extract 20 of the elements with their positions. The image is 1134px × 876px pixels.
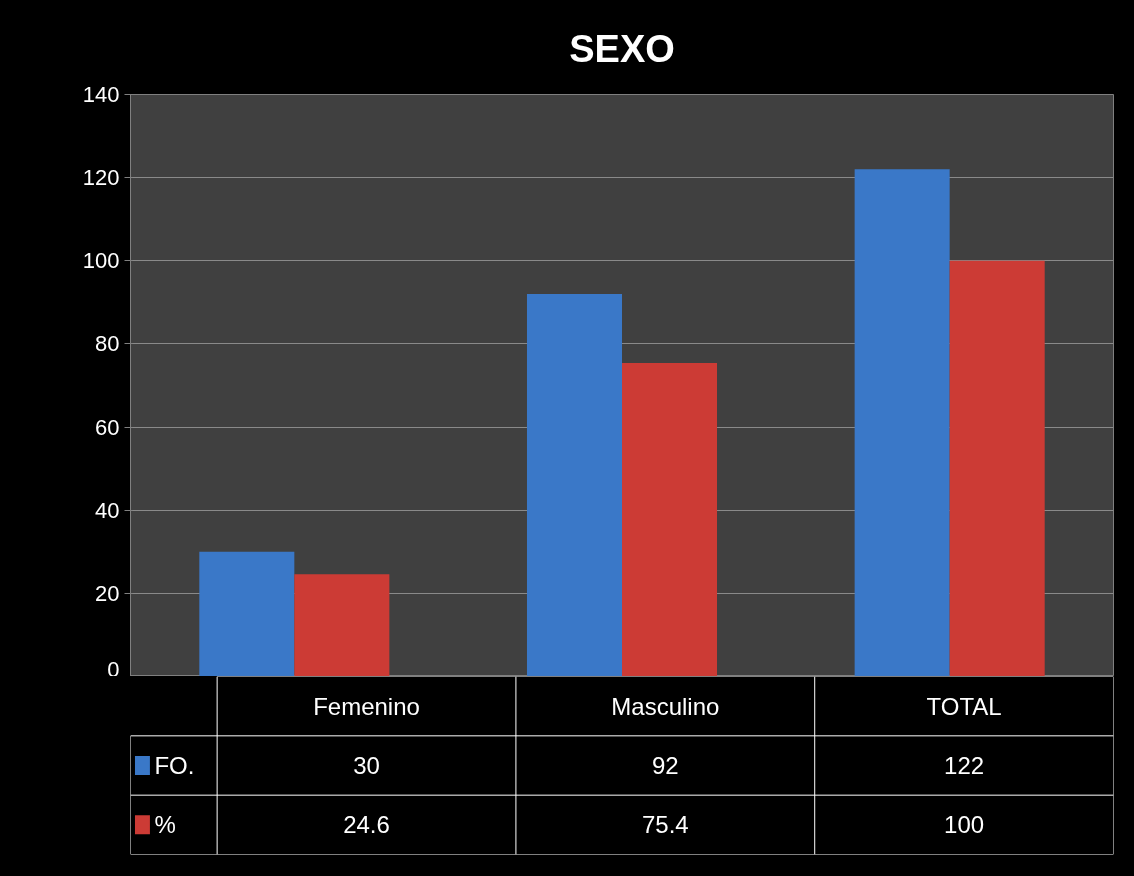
data-label: 100 xyxy=(944,811,985,839)
legend-label: % xyxy=(154,811,176,839)
y-tick-label: 100 xyxy=(82,248,120,274)
y-tick-label: 60 xyxy=(95,414,120,440)
data-label: 122 xyxy=(944,752,985,779)
x-tick-label: TOTAL xyxy=(926,692,1002,720)
data-label: 75.4 xyxy=(641,811,689,839)
y-tick-label: 0 xyxy=(107,656,120,682)
y-tick-label: 80 xyxy=(95,331,120,357)
data-label: 92 xyxy=(651,752,679,779)
legend-label: FO. xyxy=(154,752,195,779)
data-label: 30 xyxy=(353,752,380,779)
y-tick-label: 140 xyxy=(82,82,120,107)
y-tick-label: 120 xyxy=(82,165,120,191)
y-tick-label: 40 xyxy=(95,497,120,523)
chart-title: SEXO xyxy=(569,27,675,70)
data-label: 24.6 xyxy=(343,811,390,839)
x-tick-label: Masculino xyxy=(611,692,720,720)
y-tick-label: 20 xyxy=(95,580,120,606)
x-tick-label: Femenino xyxy=(313,692,420,720)
